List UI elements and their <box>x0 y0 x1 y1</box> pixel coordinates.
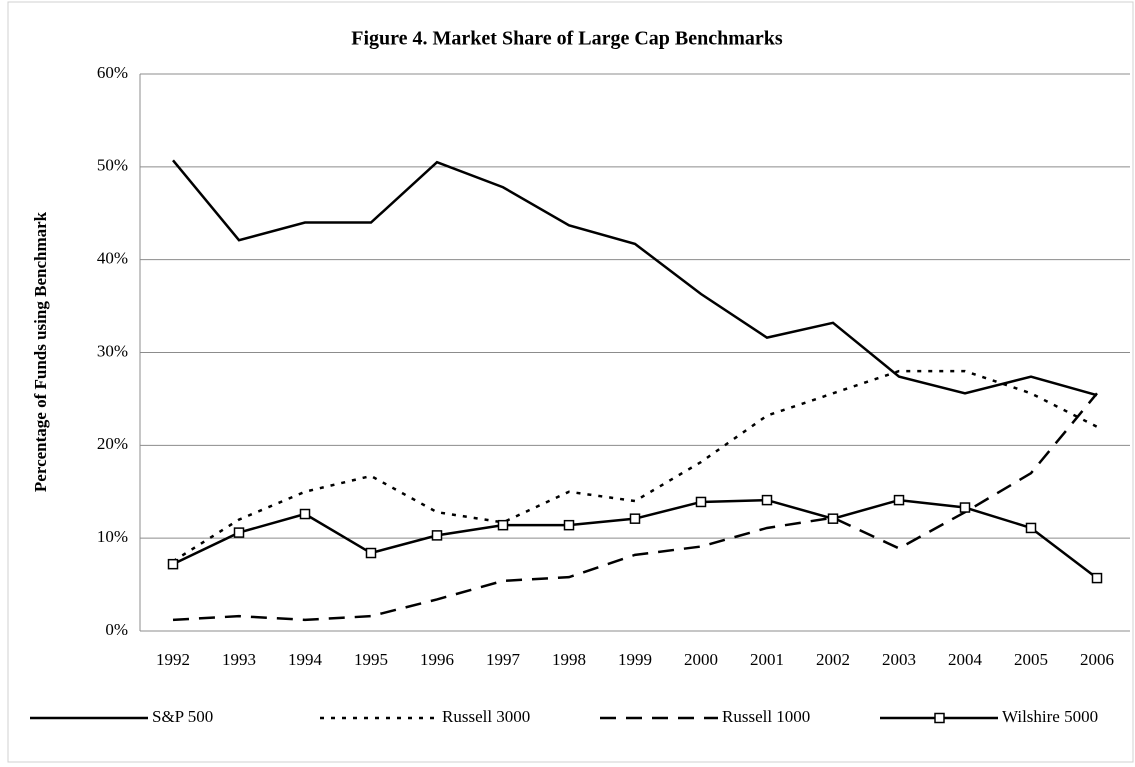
y-tick-label: 40% <box>97 249 128 268</box>
y-tick-label: 0% <box>105 620 128 639</box>
chart-frame <box>7 1 1134 763</box>
chart-title: Figure 4. Market Share of Large Cap Benc… <box>351 28 783 50</box>
series-marker <box>1091 572 1103 584</box>
x-tick-label: 1994 <box>288 650 323 669</box>
series-marker <box>233 527 245 538</box>
x-tick-label: 2002 <box>816 650 850 669</box>
x-tick-label: 1998 <box>552 650 586 669</box>
x-tick-label: 2005 <box>1014 650 1048 669</box>
x-tick-label: 1996 <box>420 650 454 669</box>
y-tick-label: 30% <box>97 341 128 360</box>
series-marker <box>827 513 839 524</box>
series-marker <box>167 558 179 570</box>
x-tick-label: 2000 <box>684 650 718 669</box>
series-marker <box>1025 522 1037 534</box>
x-tick-label: 1993 <box>222 650 256 669</box>
y-tick-label: 60% <box>97 63 128 82</box>
x-tick-label: 2001 <box>750 650 784 669</box>
x-tick-label: 2003 <box>882 650 916 669</box>
series-line <box>172 498 1098 580</box>
series-marker <box>431 530 443 541</box>
series-marker <box>959 502 971 513</box>
series-line <box>172 392 1098 622</box>
series-marker <box>299 508 311 520</box>
series-marker <box>563 519 575 531</box>
y-tick-label: 50% <box>97 156 128 175</box>
series-line <box>172 369 1098 563</box>
legend-label: Russell 1000 <box>722 707 810 726</box>
series-marker <box>695 496 707 508</box>
series-marker <box>365 547 377 559</box>
x-tick-label: 2006 <box>1080 650 1114 669</box>
legend-label: S&P 500 <box>152 707 213 726</box>
series-marker <box>629 513 641 524</box>
y-axis-label: Percentage of Funds using Benchmark <box>31 211 50 492</box>
series-marker <box>893 494 905 506</box>
series-marker <box>761 494 773 506</box>
legend-label: Wilshire 5000 <box>1002 707 1098 726</box>
x-tick-label: 1995 <box>354 650 388 669</box>
legend-marker <box>934 712 945 724</box>
y-tick-label: 10% <box>97 527 128 546</box>
y-tick-label: 20% <box>97 434 128 453</box>
x-tick-label: 1997 <box>486 650 521 669</box>
x-tick-label: 2004 <box>948 650 983 669</box>
x-tick-label: 1999 <box>618 650 652 669</box>
series-line <box>172 159 1098 397</box>
legend-label: Russell 3000 <box>442 707 530 726</box>
x-tick-label: 1992 <box>156 650 190 669</box>
series-marker <box>497 519 509 531</box>
